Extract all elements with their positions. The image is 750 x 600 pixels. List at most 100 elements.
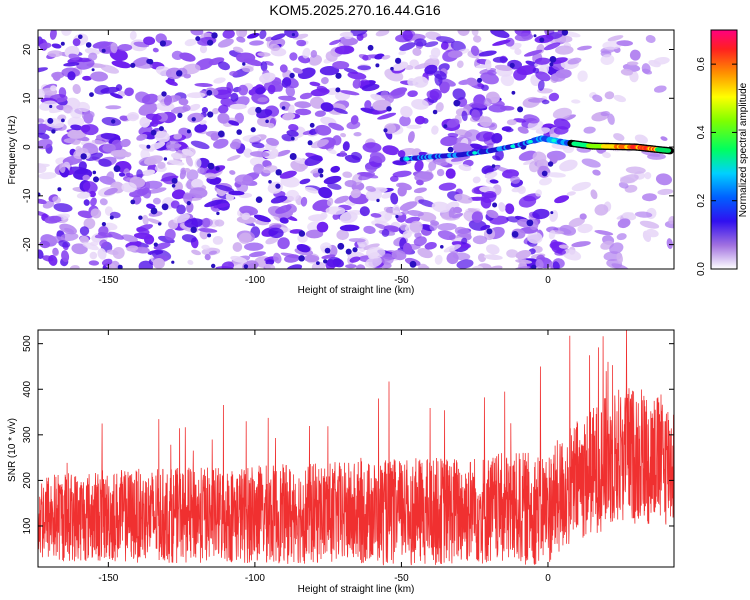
heatmap-cell (171, 177, 178, 184)
heatmap-cell (317, 168, 324, 174)
heatmap-cell (238, 232, 252, 244)
heatmap-cell (471, 109, 481, 121)
heatmap-cell (600, 111, 610, 117)
heatmap-cell (186, 129, 191, 134)
heatmap-cell (440, 41, 449, 50)
heatmap-cell (82, 181, 98, 194)
heatmap-cell (323, 259, 328, 264)
heatmap-cell (583, 126, 596, 134)
heatmap-cell (517, 106, 524, 113)
heatmap-cell (113, 165, 121, 173)
heatmap-y-axis-title: Frequency (Hz) (7, 116, 18, 185)
heatmap-cell (399, 115, 411, 127)
heatmap-cell (90, 197, 97, 207)
heatmap-cell (215, 166, 220, 171)
heatmap-cell (440, 135, 459, 147)
heatmap-cell (206, 165, 226, 175)
heatmap-cell (329, 39, 341, 46)
heatmap-cell (190, 140, 210, 150)
heatmap-cell (548, 230, 556, 240)
heatmap-cell (523, 114, 540, 124)
heatmap-cell (491, 133, 503, 144)
heatmap-cell (571, 99, 581, 104)
heatmap-cell (414, 38, 427, 47)
heatmap-cell (70, 124, 83, 131)
heatmap-cell (655, 173, 673, 186)
heatmap-cell (145, 113, 162, 121)
heatmap-cell (470, 45, 480, 57)
heatmap-cell (326, 257, 342, 268)
heatmap-cell (414, 115, 426, 125)
heatmap-cell (161, 203, 169, 211)
heatmap-cell (450, 155, 471, 162)
heatmap-cell (85, 152, 104, 162)
snr-y-tick-label: 100 (22, 517, 33, 534)
heatmap-cell (69, 265, 80, 269)
heatmap-cell (514, 48, 522, 55)
snr-y-axis-title: SNR (10 * v/v) (7, 418, 18, 482)
heatmap-cell (383, 128, 388, 133)
heatmap-cell (381, 55, 391, 60)
heatmap-cell (115, 84, 123, 92)
heatmap-cell (648, 59, 661, 68)
heatmap-cell (298, 230, 306, 237)
heatmap-cell (386, 106, 392, 112)
heatmap-cell (216, 211, 220, 216)
heatmap-cell (100, 133, 121, 140)
heatmap-cell (592, 94, 603, 103)
heatmap-cell (300, 196, 308, 207)
heatmap-cell (275, 169, 282, 176)
heatmap-cell (622, 212, 637, 221)
heatmap-cell (469, 143, 484, 150)
heatmap-cell (130, 199, 136, 205)
heatmap-cell (141, 169, 156, 177)
heatmap-cell (202, 217, 211, 228)
heatmap-cell (146, 203, 156, 210)
heatmap-cell (454, 226, 472, 238)
heatmap-cell (212, 107, 219, 115)
heatmap-cell (91, 68, 95, 72)
heatmap-cell (288, 124, 299, 132)
heatmap-cell (218, 104, 229, 114)
heatmap-cell (466, 77, 478, 86)
heatmap-cell (63, 62, 80, 67)
heatmap-cell (629, 49, 641, 61)
heatmap-cell (471, 265, 484, 269)
heatmap-cell (308, 54, 323, 66)
colorbar-gradient (710, 29, 738, 270)
heatmap-cell (364, 100, 372, 110)
heatmap-cell (616, 233, 627, 241)
heatmap-cell (77, 101, 90, 113)
heatmap-cell (81, 110, 95, 121)
heatmap-cell (412, 47, 422, 56)
heatmap-cell (555, 69, 572, 79)
heatmap-cell (221, 261, 235, 269)
heatmap-cell (83, 199, 90, 206)
heatmap-cell (594, 204, 609, 216)
heatmap-cell (184, 38, 197, 47)
heatmap-cell (363, 225, 376, 234)
heatmap-cell (111, 60, 132, 69)
heatmap-cell (207, 233, 212, 238)
heatmap-cell (75, 57, 92, 63)
heatmap-cell (406, 124, 422, 129)
heatmap-cell (72, 83, 81, 95)
heatmap-cell (279, 64, 288, 73)
heatmap-cell (483, 254, 503, 261)
snr-x-tick-label: -50 (394, 573, 409, 584)
heatmap-cell (52, 196, 61, 204)
heatmap-cell (48, 254, 58, 266)
heatmap-cell (361, 83, 380, 92)
heatmap-cell (380, 90, 389, 99)
heatmap-cell (553, 126, 569, 135)
heatmap-cell (76, 192, 91, 199)
heatmap-cell (436, 36, 455, 44)
heatmap-cell (409, 260, 417, 268)
heatmap-cell (60, 41, 65, 46)
heatmap-cell (243, 264, 249, 269)
heatmap-cell (85, 42, 92, 48)
heatmap-cell (318, 186, 333, 199)
heatmap-cell (168, 159, 185, 166)
heatmap-cell (532, 67, 540, 74)
heatmap-cell (330, 165, 341, 173)
